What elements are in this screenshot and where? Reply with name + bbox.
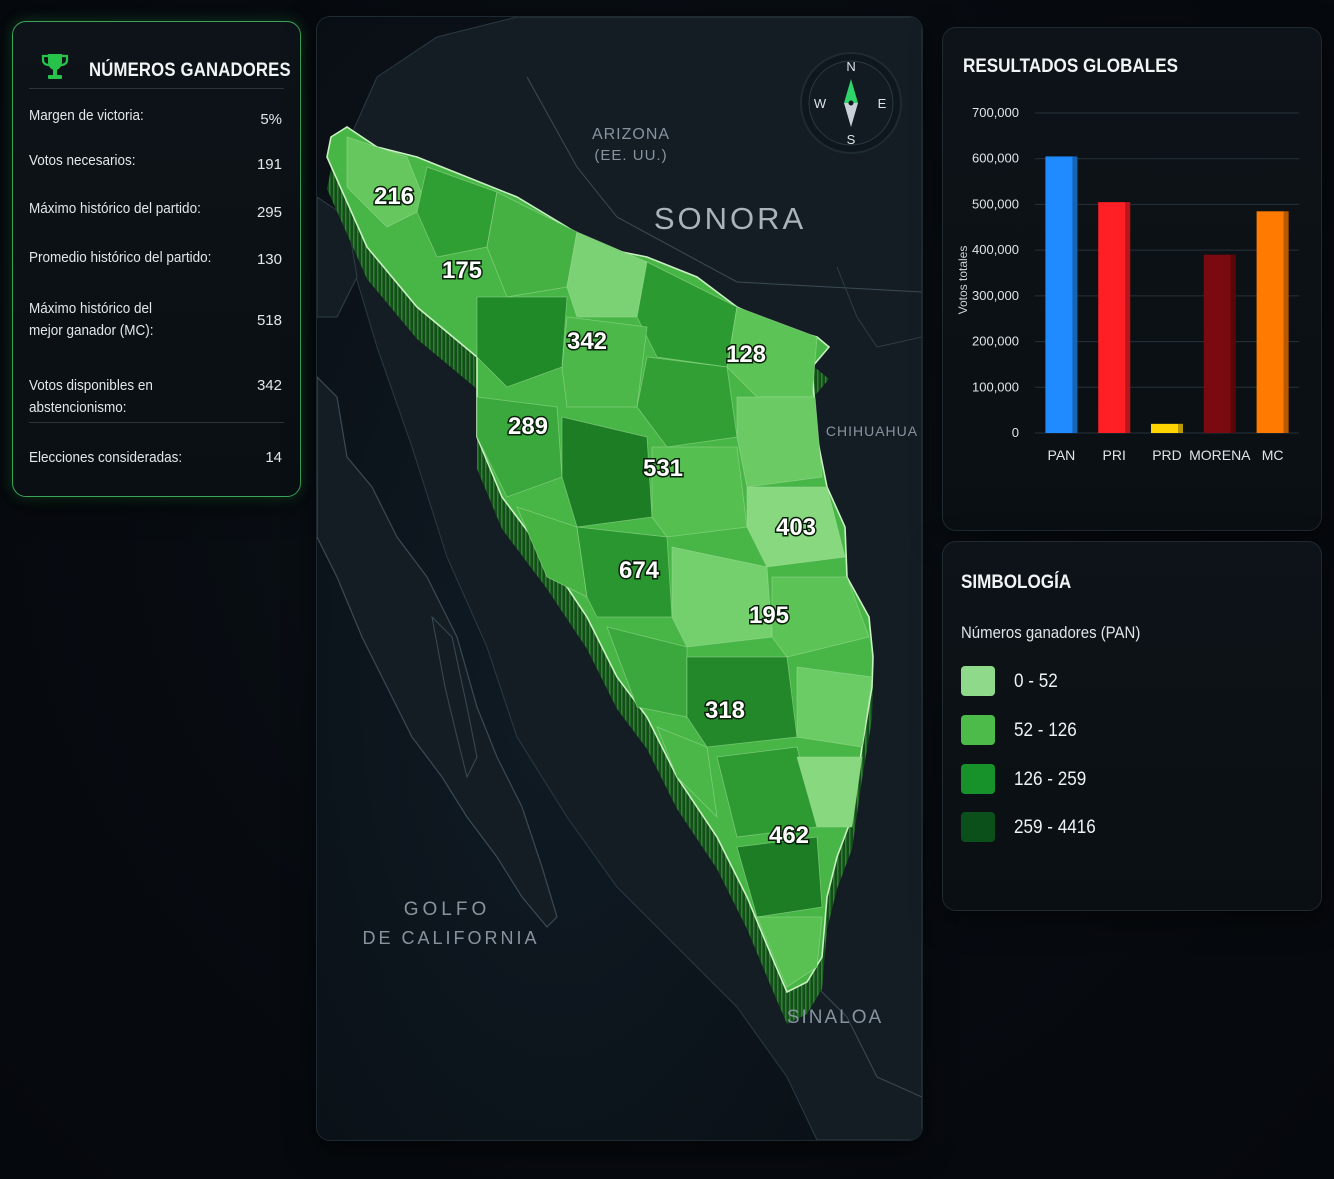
chart-title: RESULTADOS GLOBALES [963,56,1179,77]
region-label: 318 [705,697,745,724]
region-label: 342 [567,328,607,355]
region-label: 531 [643,455,683,482]
y-tick-label: 100,000 [972,379,1019,394]
y-tick-label: 600,000 [972,151,1019,166]
stat-value: 14 [265,449,282,466]
bar-shade [1283,211,1289,433]
stat-value: 518 [256,312,282,329]
panel-title: NÚMEROS GANADORES [89,60,291,81]
bar-shade [1230,254,1236,433]
stat-value: 191 [256,156,282,173]
bar-shade [1178,423,1183,433]
results-bar-chart: 0 100,000 200,000 300,000 400,000 500,000 600,… [956,105,1299,463]
y-tick-label: 0 [1012,425,1019,440]
arizona-label: ARIZONA [592,126,670,143]
y-tick-label: 300,000 [972,288,1019,303]
compass-e: E [878,96,887,111]
bar-shade [1072,156,1078,433]
x-tick-label: PRI [1103,447,1126,463]
bar-shade [1125,202,1131,433]
compass-n: N [846,59,855,74]
chihuahua-label: CHIHUAHUA [826,423,918,439]
region-label: 216 [374,183,414,210]
legend-label: 0 - 52 [1014,671,1058,692]
region-label: 289 [508,413,548,440]
compass-icon: N S E W [800,52,902,154]
legend-label: 259 - 4416 [1014,817,1096,838]
map-panel: 216 175 342 128 289 531 403 674 195 318 … [316,16,923,1141]
bar-mc [1256,211,1289,433]
sonora-map: 216 175 342 128 289 531 403 674 195 318 … [317,17,922,1140]
y-tick-label: 700,000 [972,105,1019,120]
bar-prd [1151,423,1183,433]
x-tick-label: MC [1262,447,1284,463]
region-label: 128 [726,341,766,368]
stat-value: 130 [256,251,282,268]
y-tick-label: 200,000 [972,334,1019,349]
legend-title: SIMBOLOGÍA [961,572,1072,593]
stat-label: Máximo histórico del partido: [29,200,201,217]
divider [29,422,284,423]
compass-s: S [847,132,856,147]
region-label: 674 [619,557,660,584]
region-label: 462 [769,822,809,849]
x-tick-label: PRD [1152,447,1182,463]
stat-label: Votos disponibles en abstencionismo: [29,377,153,416]
x-tick-label: MORENA [1189,447,1251,463]
winning-numbers-panel: NÚMEROS GANADORES Margen de victoria: 5%… [12,21,301,497]
legend-subtitle: Números ganadores (PAN) [961,623,1141,642]
stat-value: 342 [256,377,282,394]
legend-panel: SIMBOLOGÍA Números ganadores (PAN) 0 - 5… [942,541,1322,911]
legend-swatch [961,812,995,842]
global-results-panel: RESULTADOS GLOBALES 0 100,000 200,000 300,0… [942,27,1322,531]
bar-pan [1045,156,1078,433]
trophy-icon [41,54,69,79]
panel-header: NÚMEROS GANADORES [29,38,291,89]
sinaloa-label: SINALOA [787,1007,883,1028]
stat-label: Promedio histórico del partido: [29,249,212,266]
stat-label: Máximo histórico del mejor ganador (MC): [29,300,154,339]
legend-label: 126 - 259 [1014,769,1087,790]
gulf-sub-label: DE CALIFORNIA [362,928,539,948]
stat-label: Margen de victoria: [29,107,144,124]
x-tick-label: PAN [1048,447,1076,463]
y-tick-label: 500,000 [972,196,1019,211]
y-tick-label: 400,000 [972,242,1019,257]
stat-value: 295 [256,204,282,221]
stat-value: 5% [260,111,282,128]
region-label: 175 [442,257,482,284]
region-label: 403 [776,514,816,541]
arizona-sub-label: (EE. UU.) [594,147,667,164]
compass-w: W [814,96,827,111]
legend-label: 52 - 126 [1014,720,1077,741]
legend-swatch [961,764,995,794]
bar-morena [1203,254,1236,433]
stat-label: Elecciones consideradas: [29,449,183,466]
municipality-regions [346,136,873,988]
stat-label: Votos necesarios: [29,152,136,169]
legend-swatch [961,715,995,745]
state-title: SONORA [654,201,806,236]
y-axis-label: Votos totales [956,246,970,315]
region-label: 195 [749,602,789,629]
gulf-label: GOLFO [404,899,491,920]
legend-swatch [961,666,995,696]
bar-pri [1098,202,1131,433]
baja-peninsula-shape [317,376,558,928]
